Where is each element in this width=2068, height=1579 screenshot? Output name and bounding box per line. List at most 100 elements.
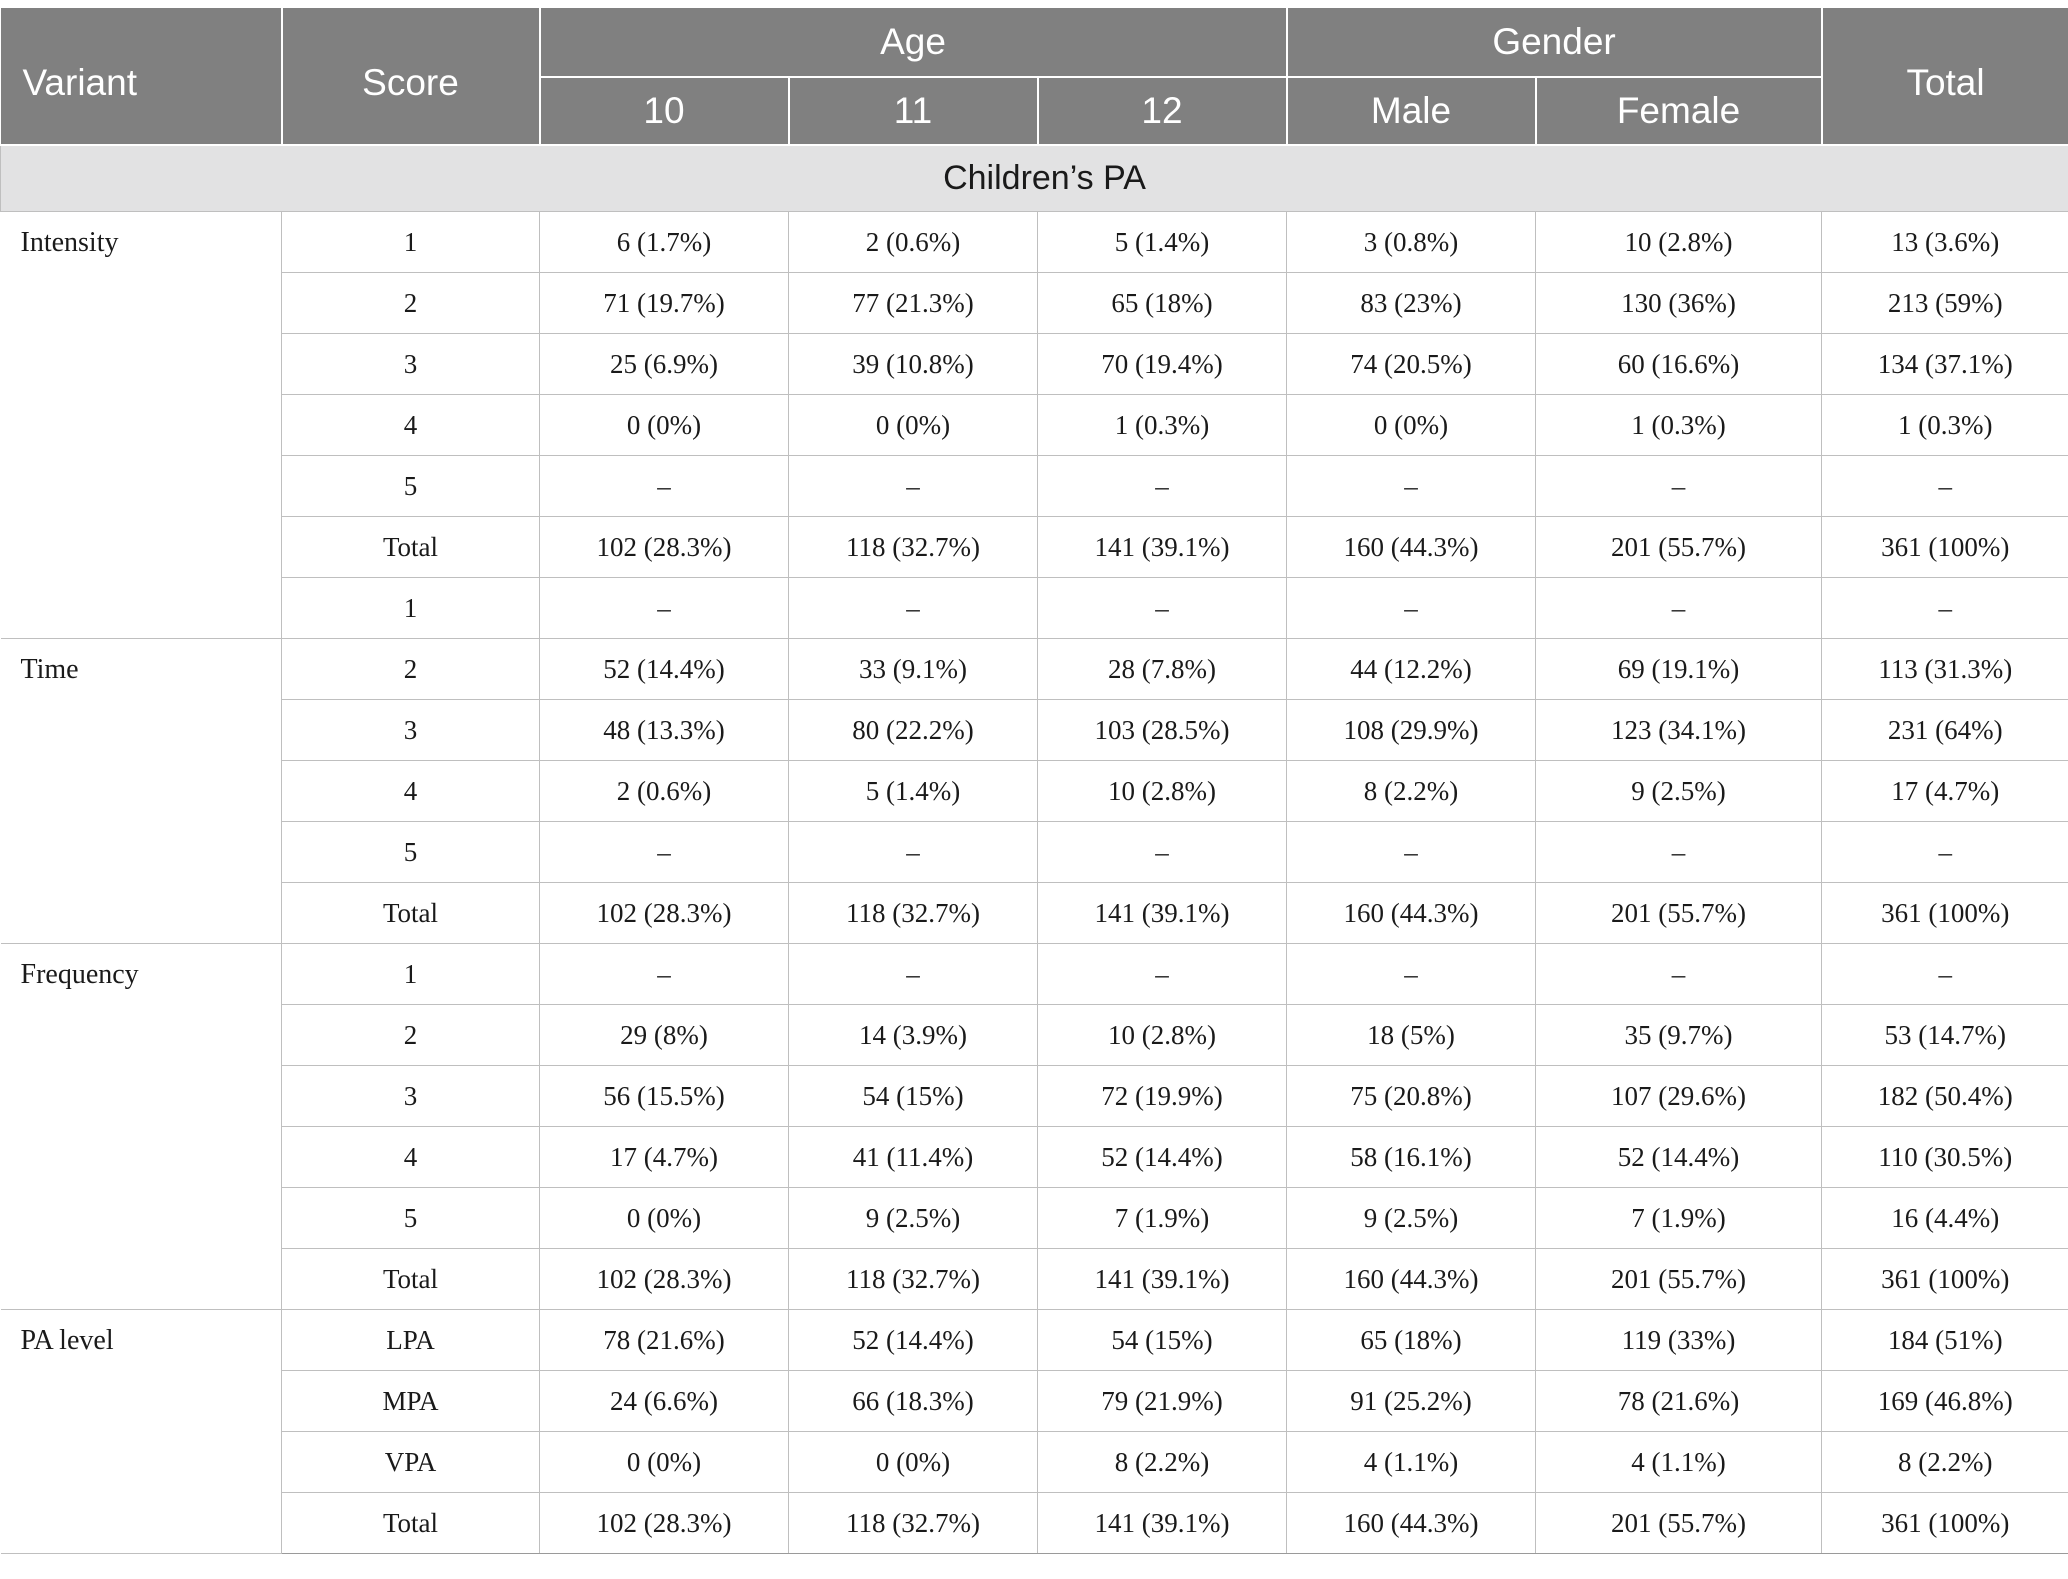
age-12-cell: 52 (14.4%)	[1036, 1126, 1288, 1188]
age-10-cell: 71 (19.7%)	[539, 272, 789, 334]
header-age-12: 12	[1036, 77, 1288, 146]
male-cell: 0 (0%)	[1286, 394, 1537, 456]
score-cell: 2	[281, 272, 540, 334]
male-cell: 75 (20.8%)	[1286, 1065, 1537, 1127]
age-10-cell: 2 (0.6%)	[539, 760, 789, 822]
male-cell: 44 (12.2%)	[1286, 638, 1537, 700]
age-10-cell: 52 (14.4%)	[539, 638, 789, 700]
female-cell: 201 (55.7%)	[1535, 1248, 1823, 1310]
age-11-cell: –	[788, 943, 1038, 1005]
female-cell: –	[1535, 943, 1823, 1005]
age-12-cell: –	[1036, 821, 1288, 883]
age-10-cell: 102 (28.3%)	[539, 1248, 789, 1310]
table-row: Total 102 (28.3%) 118 (32.7%) 141 (39.1%) 16…	[1, 516, 2068, 578]
age-12-cell: 79 (21.9%)	[1036, 1370, 1288, 1432]
age-12-cell: 1 (0.3%)	[1036, 394, 1288, 456]
age-10-cell: 102 (28.3%)	[539, 1492, 789, 1554]
age-12-cell: 65 (18%)	[1036, 272, 1288, 334]
table-row: 2 71 (19.7%) 77 (21.3%) 65 (18%) 83 (23%) 130…	[1, 272, 2068, 334]
total-cell: 231 (64%)	[1821, 699, 2068, 761]
female-cell: 60 (16.6%)	[1535, 333, 1823, 395]
age-11-cell: 66 (18.3%)	[788, 1370, 1038, 1432]
score-cell: Total	[281, 882, 540, 944]
female-cell: 78 (21.6%)	[1535, 1370, 1823, 1432]
age-10-cell: 29 (8%)	[539, 1004, 789, 1066]
age-10-cell: 17 (4.7%)	[539, 1126, 789, 1188]
score-cell: 3	[281, 1065, 540, 1127]
score-cell: VPA	[281, 1431, 540, 1493]
age-10-cell: 78 (21.6%)	[539, 1309, 789, 1371]
female-cell: 130 (36%)	[1535, 272, 1823, 334]
male-cell: 3 (0.8%)	[1286, 211, 1537, 273]
age-12-cell: 141 (39.1%)	[1036, 1492, 1288, 1554]
section-row: Children’s PA	[0, 144, 2068, 212]
age-11-cell: 39 (10.8%)	[788, 333, 1038, 395]
age-12-cell: 72 (19.9%)	[1036, 1065, 1288, 1127]
total-cell: –	[1821, 821, 2068, 883]
age-10-cell: 48 (13.3%)	[539, 699, 789, 761]
header-variant: Variant	[0, 8, 283, 146]
variant-label-time: Time	[0, 638, 282, 944]
age-12-cell: 10 (2.8%)	[1036, 1004, 1288, 1066]
score-cell: 3	[281, 699, 540, 761]
total-cell: –	[1821, 455, 2068, 517]
total-cell: 53 (14.7%)	[1821, 1004, 2068, 1066]
total-cell: 361 (100%)	[1821, 516, 2068, 578]
total-cell: 213 (59%)	[1821, 272, 2068, 334]
section-title: Children’s PA	[0, 144, 2068, 212]
header-age-10: 10	[538, 77, 790, 146]
age-10-cell: 102 (28.3%)	[539, 516, 789, 578]
age-10-cell: 24 (6.6%)	[539, 1370, 789, 1432]
age-11-cell: 54 (15%)	[788, 1065, 1038, 1127]
total-cell: 361 (100%)	[1821, 882, 2068, 944]
header-gender: Gender	[1285, 8, 1823, 78]
female-cell: 107 (29.6%)	[1535, 1065, 1823, 1127]
score-cell: 3	[281, 333, 540, 395]
total-cell: 113 (31.3%)	[1821, 638, 2068, 700]
score-cell: 5	[281, 821, 540, 883]
score-cell: 5	[281, 455, 540, 517]
age-11-cell: –	[788, 455, 1038, 517]
male-cell: 65 (18%)	[1286, 1309, 1537, 1371]
header-female: Female	[1534, 77, 1823, 146]
age-11-cell: 118 (32.7%)	[788, 882, 1038, 944]
age-11-cell: 2 (0.6%)	[788, 211, 1038, 273]
score-cell: Total	[281, 1248, 540, 1310]
male-cell: 18 (5%)	[1286, 1004, 1537, 1066]
age-10-cell: 0 (0%)	[539, 1431, 789, 1493]
table-row: Total 102 (28.3%) 118 (32.7%) 141 (39.1%) 16…	[1, 1248, 2068, 1310]
table-row: PA level LPA 78 (21.6%) 52 (14.4%) 54 (15%) 6…	[0, 1309, 2068, 1554]
age-11-cell: 80 (22.2%)	[788, 699, 1038, 761]
score-cell: 2	[281, 638, 540, 700]
male-cell: 58 (16.1%)	[1286, 1126, 1537, 1188]
female-cell: –	[1535, 577, 1823, 639]
total-cell: 13 (3.6%)	[1821, 211, 2068, 273]
age-12-cell: 103 (28.5%)	[1036, 699, 1288, 761]
age-11-cell: 5 (1.4%)	[788, 760, 1038, 822]
variant-label-pa-level: PA level	[0, 1309, 282, 1554]
age-10-cell: 56 (15.5%)	[539, 1065, 789, 1127]
female-cell: –	[1535, 455, 1823, 517]
header-total: Total	[1820, 8, 2068, 146]
female-cell: 69 (19.1%)	[1535, 638, 1823, 700]
age-12-cell: –	[1036, 577, 1288, 639]
age-11-cell: 77 (21.3%)	[788, 272, 1038, 334]
female-cell: 4 (1.1%)	[1535, 1431, 1823, 1493]
total-cell: 361 (100%)	[1821, 1492, 2068, 1554]
score-cell: 1	[281, 211, 540, 273]
age-11-cell: –	[788, 577, 1038, 639]
total-cell: 182 (50.4%)	[1821, 1065, 2068, 1127]
total-cell: –	[1821, 943, 2068, 1005]
age-10-cell: 25 (6.9%)	[539, 333, 789, 395]
score-cell: LPA	[281, 1309, 540, 1371]
female-cell: 52 (14.4%)	[1535, 1126, 1823, 1188]
age-12-cell: 141 (39.1%)	[1036, 882, 1288, 944]
score-cell: Total	[281, 516, 540, 578]
female-cell: –	[1535, 821, 1823, 883]
male-cell: –	[1286, 455, 1537, 517]
age-12-cell: –	[1036, 943, 1288, 1005]
score-cell: 4	[281, 394, 540, 456]
male-cell: 160 (44.3%)	[1286, 1492, 1537, 1554]
